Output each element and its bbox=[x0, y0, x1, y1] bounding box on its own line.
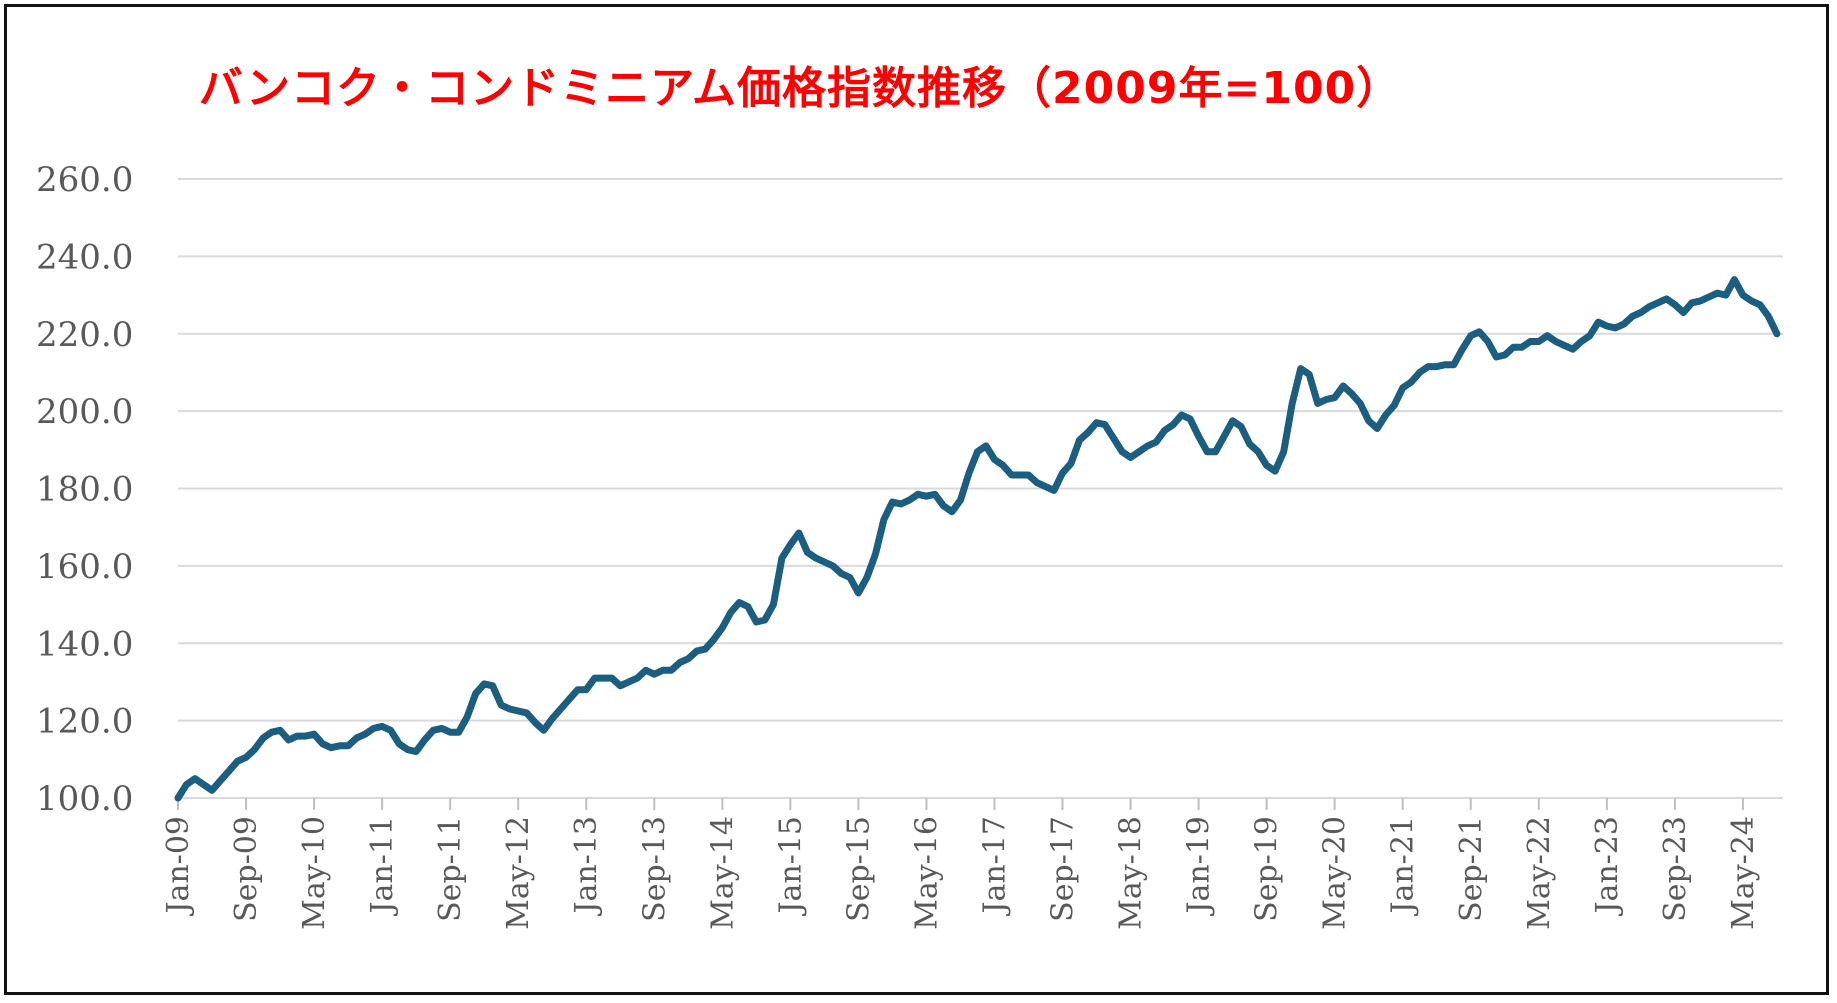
x-tick-label: Jan-17 bbox=[977, 816, 1012, 917]
y-tick-label: 220.0 bbox=[36, 315, 133, 355]
x-tick-label: Sep-17 bbox=[1046, 816, 1081, 922]
x-tick-label: Jan-21 bbox=[1386, 816, 1421, 917]
y-tick-label: 200.0 bbox=[36, 392, 133, 432]
series-line bbox=[174, 276, 1781, 802]
x-tick-label: Jan-11 bbox=[365, 816, 400, 917]
chart-frame bbox=[4, 4, 1829, 995]
x-tick-label: Sep-09 bbox=[229, 816, 264, 922]
x-tick-label: May-10 bbox=[297, 816, 332, 930]
x-tick-label: Jan-19 bbox=[1182, 816, 1217, 917]
x-tick-label: Sep-13 bbox=[637, 816, 672, 922]
chart-title: バンコク・コンドミニアム価格指数推移（2009年=100） bbox=[198, 63, 1402, 114]
x-tick-label: Sep-15 bbox=[841, 816, 876, 922]
x-tick-label: May-16 bbox=[909, 816, 944, 930]
x-tick-label: May-20 bbox=[1318, 816, 1353, 930]
x-tick-label: May-24 bbox=[1726, 816, 1761, 930]
x-tick-label: May-14 bbox=[705, 816, 740, 930]
y-tick-label: 140.0 bbox=[36, 624, 133, 664]
y-tick-label: 260.0 bbox=[36, 160, 133, 200]
x-tick-label: Sep-21 bbox=[1454, 816, 1489, 922]
y-tick-label: 180.0 bbox=[36, 470, 133, 510]
x-tick-label: Jan-13 bbox=[569, 816, 604, 917]
x-tick-label: May-12 bbox=[501, 816, 536, 930]
y-tick-label: 120.0 bbox=[36, 702, 133, 742]
y-tick-label: 100.0 bbox=[36, 779, 133, 819]
x-tick-label: Sep-23 bbox=[1658, 816, 1693, 922]
x-tick-label: May-22 bbox=[1522, 816, 1557, 930]
x-tick-label: May-18 bbox=[1114, 816, 1149, 930]
x-tick-label: Jan-23 bbox=[1590, 816, 1625, 917]
y-tick-label: 160.0 bbox=[36, 547, 133, 587]
y-tick-label: 240.0 bbox=[36, 237, 133, 277]
x-tick-label: Jan-15 bbox=[773, 816, 808, 917]
x-tick-label: Sep-11 bbox=[433, 816, 468, 922]
x-tick-label: Sep-19 bbox=[1250, 816, 1285, 922]
x-tick-label: Jan-09 bbox=[161, 816, 196, 917]
